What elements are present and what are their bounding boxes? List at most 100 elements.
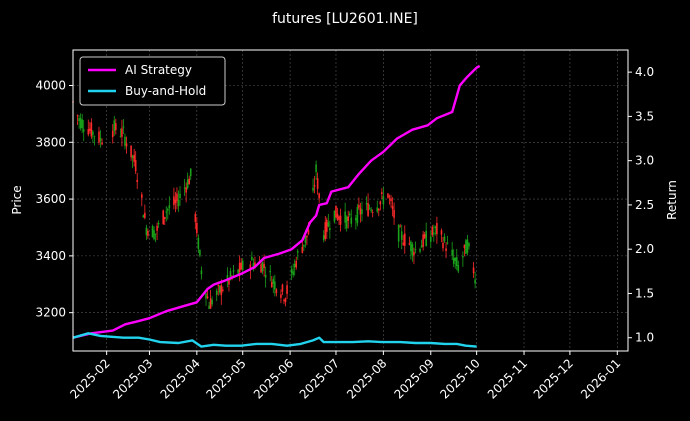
candle-body bbox=[177, 200, 180, 207]
candle-body bbox=[295, 260, 298, 268]
candle-body bbox=[303, 244, 305, 247]
candle-body bbox=[241, 260, 244, 270]
candle-body bbox=[391, 206, 394, 210]
candle-body bbox=[197, 237, 200, 249]
candle-body bbox=[113, 120, 116, 132]
candle-body bbox=[442, 242, 444, 249]
candle-body bbox=[350, 217, 353, 224]
candle-body bbox=[379, 201, 382, 205]
candle-body bbox=[147, 230, 149, 236]
candle-body bbox=[99, 137, 102, 142]
candle-body bbox=[318, 193, 320, 199]
candle-body bbox=[433, 232, 435, 235]
candle-body bbox=[284, 298, 287, 303]
candle-body bbox=[304, 235, 307, 243]
y-axis-left: 3200 3400 3600 3800 4000 bbox=[35, 78, 73, 320]
candle-body bbox=[367, 203, 369, 216]
candle-body bbox=[387, 193, 389, 198]
candle-body bbox=[215, 290, 218, 295]
buy-and-hold-line bbox=[72, 332, 477, 348]
candle-body bbox=[296, 251, 299, 253]
candle-body bbox=[397, 224, 400, 242]
candle-body bbox=[222, 289, 224, 291]
candle-body bbox=[218, 285, 221, 293]
candle-body bbox=[400, 231, 403, 241]
candle-body bbox=[290, 269, 293, 273]
candle-body bbox=[125, 143, 128, 147]
candle-body bbox=[81, 119, 83, 129]
candle-body bbox=[101, 142, 103, 145]
candle-body bbox=[293, 263, 296, 267]
candle-body bbox=[440, 230, 443, 235]
candle-body bbox=[264, 274, 267, 278]
candle-body bbox=[413, 251, 415, 256]
candle-body bbox=[124, 136, 126, 146]
y-right-tick-label: 3.0 bbox=[635, 154, 654, 168]
candle-body bbox=[217, 285, 220, 287]
candle-body bbox=[205, 293, 207, 299]
candle-body bbox=[468, 243, 470, 247]
candle-body bbox=[176, 193, 178, 202]
candle-body bbox=[133, 154, 135, 162]
candle-body bbox=[269, 270, 272, 273]
candle-body bbox=[228, 279, 230, 285]
y-right-tick-label: 1.5 bbox=[635, 286, 654, 300]
candle-body bbox=[402, 242, 405, 245]
candle-body bbox=[381, 192, 383, 195]
line-series bbox=[72, 64, 481, 348]
candle-body bbox=[312, 187, 314, 191]
candle-body bbox=[151, 226, 154, 238]
candle-body bbox=[186, 179, 189, 188]
candle-body bbox=[92, 131, 94, 136]
candle-body bbox=[189, 168, 192, 177]
candle-body bbox=[316, 178, 319, 189]
candle-body bbox=[260, 264, 262, 273]
candle-body bbox=[283, 299, 285, 301]
candle-body bbox=[272, 279, 275, 284]
candle-body bbox=[410, 241, 412, 252]
candle-body bbox=[382, 196, 385, 205]
candle-body bbox=[79, 118, 82, 129]
candle-body bbox=[89, 128, 91, 131]
candle-body bbox=[199, 249, 201, 256]
candle-body bbox=[165, 211, 168, 213]
candle-body bbox=[329, 228, 331, 231]
candle-body bbox=[423, 234, 426, 238]
candle-body bbox=[166, 208, 169, 211]
candle-body bbox=[355, 218, 357, 221]
candle-body bbox=[434, 226, 437, 229]
candle-body bbox=[122, 126, 125, 128]
candle-body bbox=[142, 215, 145, 218]
candle-body bbox=[174, 199, 177, 204]
y-left-tick-label: 3400 bbox=[35, 249, 66, 263]
candle-body bbox=[414, 249, 417, 251]
candle-body bbox=[119, 135, 122, 137]
y-axis-right-title: Return bbox=[665, 180, 679, 220]
candle-body bbox=[229, 271, 232, 278]
candle-body bbox=[200, 270, 203, 275]
candle-body bbox=[141, 194, 143, 198]
candle-body bbox=[388, 196, 391, 198]
candle-body bbox=[121, 128, 123, 137]
candle-body bbox=[134, 160, 137, 172]
candle-body bbox=[93, 136, 96, 138]
candle-body bbox=[399, 226, 401, 228]
legend: AI Strategy Buy-and-Hold bbox=[79, 56, 226, 106]
candle-body bbox=[254, 262, 256, 268]
candle-body bbox=[429, 236, 432, 242]
candle-body bbox=[472, 267, 475, 274]
candle-body bbox=[356, 207, 359, 224]
candle-body bbox=[188, 178, 190, 185]
candlestick-series bbox=[72, 100, 476, 310]
candle-body bbox=[252, 263, 255, 269]
candle-body bbox=[82, 129, 85, 132]
candle-body bbox=[194, 213, 197, 222]
candle-body bbox=[368, 208, 371, 209]
candle-body bbox=[322, 235, 325, 241]
candle-body bbox=[270, 282, 273, 288]
candle-body bbox=[280, 294, 282, 298]
candle-body bbox=[348, 213, 351, 216]
candle-body bbox=[451, 249, 453, 256]
candle-body bbox=[292, 271, 294, 276]
